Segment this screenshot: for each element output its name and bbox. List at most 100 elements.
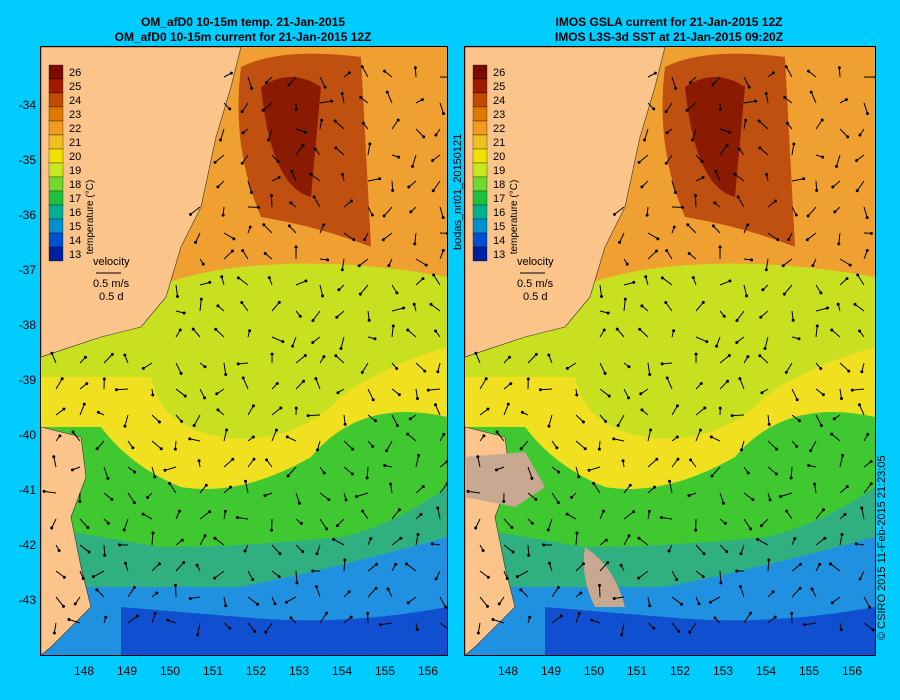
current-vector-head: [194, 240, 198, 244]
current-vector: [190, 596, 201, 600]
current-vector-head: [599, 294, 603, 298]
hot-core-center: [685, 77, 745, 197]
current-vector-head: [294, 406, 298, 410]
current-vector: [247, 596, 258, 605]
current-vector: [271, 407, 282, 416]
current-vector-head: [123, 561, 127, 565]
current-vector-head: [860, 370, 864, 374]
current-vector-head: [656, 237, 660, 241]
current-vector: [740, 440, 745, 450]
current-vector: [669, 481, 673, 494]
current-vector: [336, 310, 345, 318]
current-vector-head: [232, 237, 236, 241]
current-vector: [247, 622, 256, 632]
current-vector: [287, 466, 297, 477]
current-vector-head: [725, 550, 729, 554]
colorbar-axis-label: temperature (°C): [85, 180, 96, 255]
current-vector: [743, 76, 750, 88]
current-vector-head: [339, 347, 343, 351]
current-vector-head: [746, 355, 750, 359]
current-vector: [79, 403, 85, 416]
current-vector-head: [387, 263, 391, 267]
current-vector-head: [60, 377, 64, 381]
current-vector: [333, 538, 345, 546]
current-vector: [391, 414, 398, 426]
current-vector: [767, 466, 777, 475]
current-vector-head: [839, 396, 843, 400]
current-vector: [241, 102, 249, 112]
current-vector: [815, 307, 828, 312]
current-vector: [468, 490, 481, 494]
current-vector: [815, 388, 824, 395]
current-vector-head: [639, 392, 643, 396]
current-vector: [358, 258, 369, 267]
current-vector: [175, 562, 185, 572]
current-vector: [711, 466, 721, 477]
current-vector-head: [434, 329, 438, 333]
current-vector-head: [262, 223, 266, 227]
current-vector: [199, 535, 206, 546]
current-vector: [44, 490, 57, 494]
current-vector: [439, 102, 444, 114]
current-vector-head: [735, 340, 739, 344]
current-vector-head: [819, 367, 823, 371]
current-vector: [271, 570, 280, 577]
current-vector-head: [102, 377, 106, 381]
current-vector: [407, 596, 417, 604]
current-vector-head: [774, 472, 778, 476]
current-vector-head: [321, 294, 325, 298]
lat-tick-label: -38: [18, 318, 36, 332]
current-vector: [638, 570, 649, 579]
current-vector: [151, 440, 162, 450]
colorbar-label: 19: [69, 165, 81, 177]
current-vector: [671, 405, 678, 416]
current-vector: [614, 206, 625, 215]
current-vector-head: [349, 199, 353, 203]
current-vector-head: [389, 482, 393, 486]
land-mainland: [41, 47, 242, 358]
current-vector: [623, 388, 630, 399]
current-vector: [815, 180, 818, 191]
current-vector-head: [565, 512, 569, 516]
colorbar-swatch: [472, 204, 488, 220]
current-vector: [391, 325, 394, 338]
current-vector: [815, 537, 826, 546]
current-vector: [808, 70, 817, 78]
current-vector: [547, 518, 553, 531]
current-vector-head: [195, 563, 199, 567]
current-vector: [767, 440, 777, 450]
current-vector-head: [768, 498, 772, 502]
current-vector: [407, 329, 417, 338]
current-vector: [343, 559, 346, 572]
current-vector-head: [315, 552, 319, 556]
current-vector-head: [366, 611, 370, 615]
current-vector: [103, 492, 113, 500]
current-vector-head: [441, 216, 445, 220]
current-vector-head: [103, 553, 107, 557]
current-vector-head: [844, 98, 848, 102]
current-vector-head: [840, 532, 844, 536]
current-vector: [312, 336, 321, 343]
current-vector: [415, 128, 425, 138]
current-vector-head: [759, 524, 763, 528]
current-vector-head: [497, 602, 501, 606]
current-vector: [434, 404, 441, 416]
lat-tick-label: -34: [18, 98, 36, 112]
current-vector-head: [739, 552, 743, 556]
current-vector: [575, 414, 584, 423]
current-vector: [477, 622, 481, 634]
colorbar-label: 15: [493, 221, 505, 233]
colorbar-label: 13: [493, 249, 505, 261]
current-vector-head: [263, 494, 267, 498]
current-vector-head: [744, 118, 748, 122]
right-title-line2: IMOS L3S-3d SST at 21-Jan-2015 09:20Z: [554, 30, 784, 44]
current-vector-head: [323, 85, 327, 89]
current-vector: [151, 563, 160, 572]
current-vector-head: [301, 143, 305, 147]
current-vector: [575, 466, 580, 478]
lon-tick-label-left: 149: [116, 664, 138, 678]
current-vector: [343, 232, 355, 241]
current-vector: [477, 456, 481, 468]
current-vector-head: [534, 352, 538, 356]
current-vector: [737, 196, 745, 208]
